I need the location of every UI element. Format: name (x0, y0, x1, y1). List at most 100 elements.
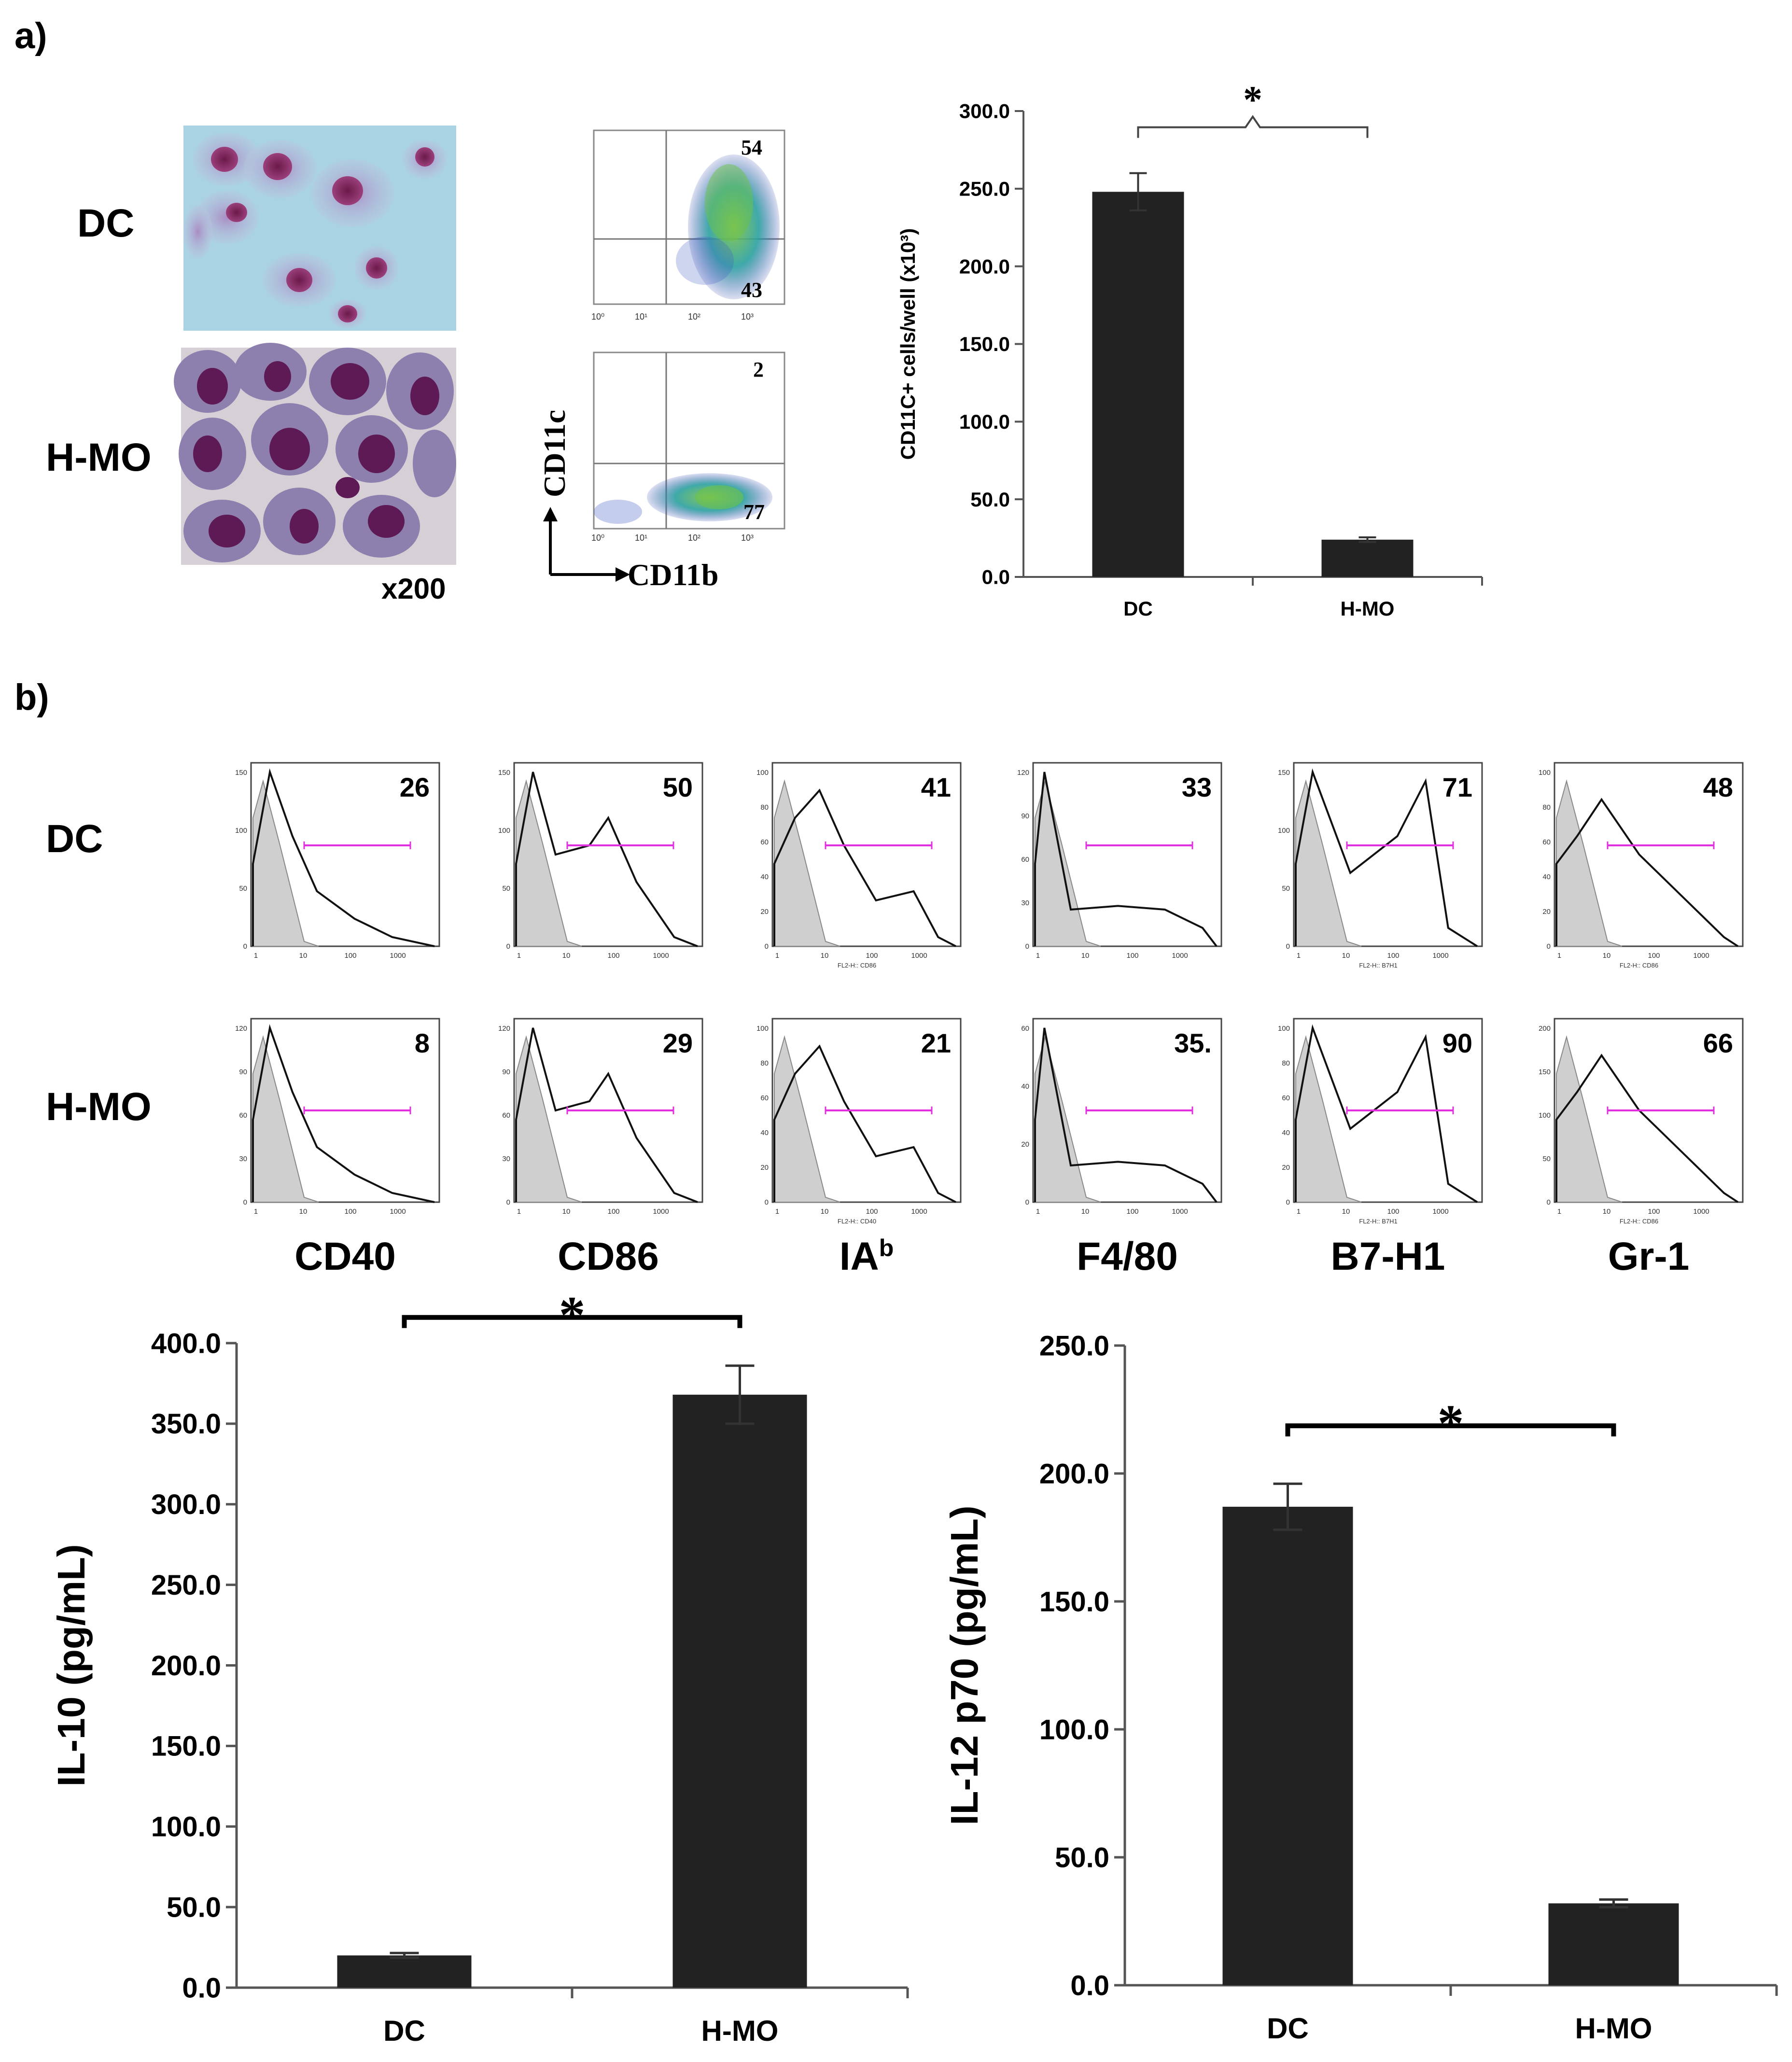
x-category-label: DC (1123, 597, 1153, 620)
sample-curve (1555, 1053, 1739, 1203)
histogram-x-tick: 100 (1387, 1207, 1399, 1216)
magnification-label: x200 (381, 573, 446, 605)
isotype-fill (774, 779, 840, 947)
histogram-y-tick: 80 (760, 803, 769, 812)
flow-tick-labels: 10⁰ 10¹ 10² 10³ 10⁰ 10¹ 10² 10³ (591, 312, 754, 543)
histogram-y-tick: 50 (239, 884, 247, 893)
bar-dc (337, 1955, 472, 1988)
histogram-y-tick: 30 (1021, 899, 1029, 907)
histogram-y-tick: 50 (1282, 884, 1290, 893)
isotype-fill (1295, 1035, 1362, 1203)
sample-curve (515, 1027, 698, 1203)
bar-h-mo (1548, 1903, 1679, 1985)
histogram-y-tick: 150 (1539, 1068, 1551, 1076)
y-tick-label: 0.0 (982, 566, 1010, 589)
histogram-y-tick: 30 (239, 1155, 247, 1163)
histogram-x-tick: 1000 (390, 952, 406, 960)
histogram-x-tick: 10 (1603, 952, 1611, 960)
histogram-y-tick: 50 (1542, 1155, 1551, 1163)
significance-bracket (1137, 115, 1369, 138)
histogram-x-tick: 10 (1081, 1207, 1090, 1216)
histogram-percent: 29 (663, 1028, 693, 1058)
histogram-y-tick: 20 (760, 908, 769, 916)
sample-curve (1555, 798, 1739, 947)
histogram-x-tick: 10 (821, 952, 829, 960)
flow-dot-plot-dc: 54 43 (593, 129, 785, 305)
histogram-x-tick: 10 (562, 952, 571, 960)
histogram-y-tick: 50 (502, 884, 510, 893)
histogram-x-tick: 10 (1081, 952, 1090, 960)
histogram-y-tick: 0 (1547, 1198, 1551, 1206)
y-axis-label: IL-10 (pg/mL) (50, 1544, 93, 1786)
significance-star: * (1243, 79, 1262, 122)
histogram-x-tick: 1 (775, 952, 779, 960)
histogram-x-tick: 1000 (390, 1207, 406, 1216)
marker-label-gr-1: Gr-1 (1608, 1234, 1690, 1278)
histogram-y-tick: 0 (1025, 1198, 1029, 1206)
histogram-y-tick: 40 (760, 1129, 769, 1137)
histogram-y-tick: 40 (1021, 1082, 1029, 1091)
histogram-y-tick: 80 (760, 1059, 769, 1067)
x-category-label: H-MO (1341, 597, 1395, 620)
y-tick-label: 150.0 (959, 333, 1010, 355)
histogram-f480-hmo: 35. 0 20 40 60 1 10 100 1000 (1021, 1018, 1222, 1216)
histogram-x-tick: 10 (1342, 952, 1350, 960)
histogram-x-tick: 1000 (653, 1207, 669, 1216)
histogram-x-tick: 1000 (911, 952, 927, 960)
histogram-x-tick: 1 (1557, 1207, 1561, 1216)
histogram-x-tick: 10 (1342, 1207, 1350, 1216)
flow-axis-arrows (543, 507, 630, 582)
histogram-y-tick: 100 (498, 827, 510, 835)
histogram-y-tick: 100 (1539, 769, 1551, 777)
histogram-x-tick: 10 (1603, 1207, 1611, 1216)
histogram-y-tick: 0 (765, 1198, 769, 1206)
histogram-row-label-hmo: H-MO (46, 1085, 152, 1129)
histogram-percent: 21 (921, 1028, 951, 1058)
histogram-x-tick: 100 (344, 1207, 356, 1216)
histogram-percent: 66 (1703, 1028, 1733, 1058)
histogram-x-tick: 100 (866, 1207, 878, 1216)
bar-dc (1222, 1506, 1353, 1985)
histogram-axis-title: FL2-H:: CD86 (1620, 962, 1658, 969)
x-category-label: H-MO (701, 2015, 779, 2047)
panel-a-label: a) (14, 15, 47, 56)
histogram-y-tick: 60 (1542, 838, 1551, 846)
significance-star: * (1438, 1394, 1464, 1453)
y-tick-label: 300.0 (151, 1489, 221, 1520)
bar-h-mo (1321, 539, 1414, 577)
isotype-fill (516, 1035, 582, 1203)
histogram-y-tick: 0 (1025, 942, 1029, 951)
y-tick-label: 0.0 (182, 1972, 221, 2004)
histogram-x-tick: 1000 (1693, 952, 1709, 960)
histogram-y-tick: 60 (1021, 1024, 1029, 1033)
histogram-y-tick: 80 (1282, 1059, 1290, 1067)
x-category-label: DC (1267, 2012, 1309, 2045)
y-tick-label: 0.0 (1070, 1970, 1109, 2001)
histogram-cd40-dc: 26 0 50 100 150 1 10 100 1000 (235, 762, 440, 960)
sample-curve (773, 1044, 956, 1203)
histogram-percent: 50 (663, 772, 693, 802)
histogram-x-tick: 100 (607, 1207, 619, 1216)
histogram-x-tick: 1 (517, 1207, 521, 1216)
dc-micrograph (183, 126, 456, 331)
marker-label-cd86: CD86 (558, 1234, 659, 1278)
significance-star: * (559, 1286, 586, 1345)
histogram-x-tick: 1 (1036, 952, 1040, 960)
y-tick-label: 50.0 (970, 488, 1010, 511)
isotype-fill (1556, 1035, 1623, 1203)
significance-bracket (402, 1315, 742, 1328)
isotype-fill (252, 1035, 319, 1203)
svg-text:10¹: 10¹ (635, 533, 647, 543)
svg-text:10²: 10² (688, 533, 700, 543)
histogram-percent: 48 (1703, 772, 1733, 802)
histogram-y-tick: 60 (239, 1111, 247, 1120)
flow-y-axis-label: CD11c (537, 410, 572, 497)
histogram-y-tick: 100 (756, 1024, 769, 1033)
isotype-fill (1556, 779, 1623, 947)
il10-bar-chart: 0.0 50.0 100.0 150.0 200.0 250.0 300.0 350.0 400… (50, 1286, 909, 2047)
histogram-y-tick: 60 (1021, 856, 1029, 864)
